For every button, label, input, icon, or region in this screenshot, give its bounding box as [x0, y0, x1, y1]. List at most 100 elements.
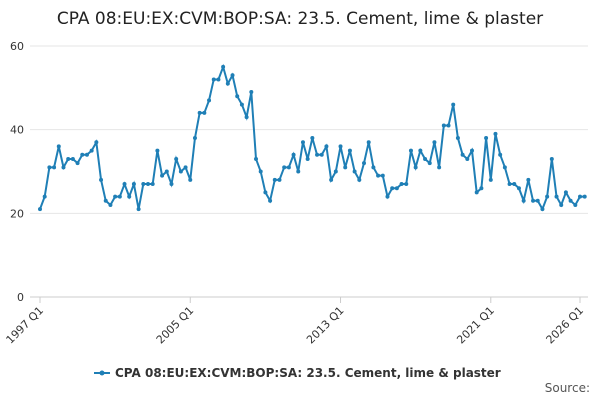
point	[423, 156, 428, 161]
point	[221, 64, 226, 69]
point	[178, 169, 183, 174]
point	[146, 182, 150, 187]
point	[89, 148, 94, 153]
point	[277, 177, 282, 182]
point	[108, 202, 113, 207]
point	[188, 177, 193, 182]
point	[582, 194, 587, 199]
point	[207, 98, 212, 103]
point	[399, 182, 404, 187]
point	[484, 136, 489, 141]
point	[437, 165, 442, 170]
point	[183, 165, 188, 170]
point	[75, 161, 80, 166]
point	[263, 190, 268, 195]
point	[80, 152, 85, 157]
point	[470, 148, 474, 153]
point	[296, 169, 301, 174]
point	[122, 182, 127, 187]
point	[507, 182, 512, 187]
point	[549, 156, 554, 161]
point	[408, 148, 413, 153]
point	[319, 152, 324, 157]
point	[568, 198, 573, 203]
point	[258, 169, 263, 174]
point	[371, 165, 376, 170]
point	[291, 152, 296, 157]
point	[338, 144, 343, 149]
point	[61, 165, 66, 170]
point	[394, 186, 399, 191]
point	[113, 194, 118, 199]
point	[230, 73, 235, 78]
point	[347, 148, 352, 153]
point	[131, 182, 136, 187]
point	[310, 136, 315, 141]
point	[249, 90, 254, 95]
point	[413, 165, 418, 170]
point	[559, 202, 564, 207]
point	[427, 161, 432, 166]
y-tick-label: 40	[10, 124, 24, 137]
point	[99, 177, 104, 182]
x-tick-label: 2013 Q1	[304, 304, 347, 347]
y-tick-label: 20	[10, 207, 24, 220]
point	[465, 156, 470, 161]
point	[432, 140, 437, 145]
point	[488, 177, 493, 182]
point	[460, 152, 465, 157]
point	[333, 169, 338, 174]
y-tick-label: 0	[17, 291, 24, 304]
point	[563, 190, 568, 195]
point	[300, 140, 305, 145]
point	[127, 194, 132, 199]
point	[254, 156, 258, 161]
y-tick-label: 60	[10, 40, 24, 53]
point	[272, 177, 277, 182]
point	[239, 102, 244, 107]
point	[244, 115, 249, 120]
point	[324, 144, 329, 149]
point	[136, 207, 141, 212]
point	[164, 169, 169, 174]
point	[155, 148, 160, 153]
point	[455, 136, 460, 141]
point	[169, 182, 174, 187]
point	[385, 194, 390, 199]
point	[521, 198, 526, 203]
x-tick-label: 2026 Q1	[544, 304, 587, 347]
point	[103, 198, 108, 203]
point	[197, 110, 202, 115]
point	[84, 152, 89, 157]
point	[47, 165, 52, 170]
point	[56, 144, 61, 149]
point	[174, 156, 179, 161]
point	[52, 165, 57, 170]
point	[38, 207, 42, 212]
point	[357, 177, 362, 182]
point	[216, 77, 221, 82]
point	[329, 177, 334, 182]
point	[286, 165, 291, 170]
point	[192, 136, 197, 141]
point	[352, 169, 357, 174]
point	[545, 194, 550, 199]
point	[390, 186, 395, 191]
point	[343, 165, 348, 170]
point	[362, 161, 366, 166]
point	[441, 123, 446, 128]
point	[305, 156, 310, 161]
point	[160, 173, 165, 178]
point	[516, 186, 521, 191]
point	[474, 190, 479, 195]
point	[526, 177, 531, 182]
point	[94, 140, 99, 145]
point	[578, 194, 582, 199]
point	[235, 94, 240, 99]
point	[202, 110, 207, 115]
x-tick-label: 2021 Q1	[454, 304, 497, 347]
point	[498, 152, 503, 157]
point	[141, 182, 146, 187]
